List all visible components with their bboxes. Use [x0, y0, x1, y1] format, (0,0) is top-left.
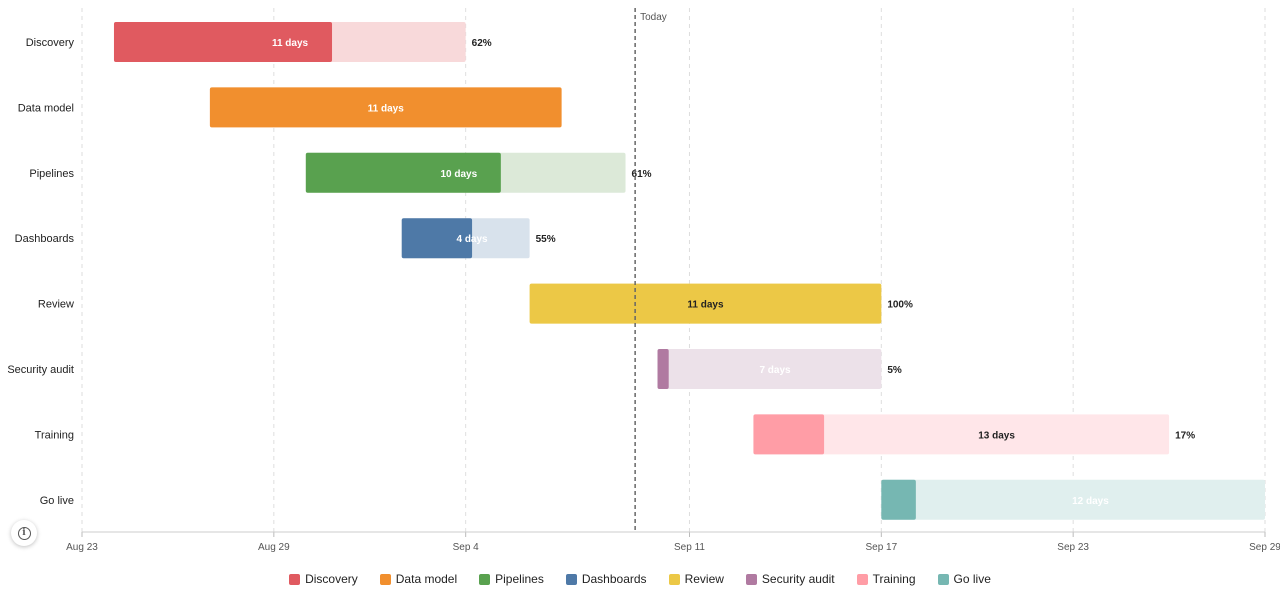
task-bar-progress: [401, 218, 473, 259]
legend-label: Pipelines: [495, 572, 544, 586]
legend-swatch: [668, 573, 680, 585]
legend-label: Dashboards: [581, 572, 647, 586]
legend-swatch: [289, 573, 301, 585]
legend-label: Training: [872, 572, 916, 586]
task-bar-progress: [753, 414, 825, 455]
row-label: Go live: [40, 495, 74, 507]
x-tick-label: Sep 11: [674, 542, 705, 553]
progress-label: 5%: [887, 365, 902, 376]
info-icon: i: [17, 526, 31, 540]
legend: Discovery Data model Pipelines Dashboards Re…: [0, 572, 1280, 586]
task-bar-progress: [113, 22, 333, 62]
duration-label: 10 days: [440, 169, 477, 180]
task-bar-progress: [305, 152, 501, 193]
row-label: Discovery: [26, 37, 75, 49]
today-label: Today: [640, 12, 667, 23]
legend-swatch: [745, 573, 757, 585]
x-tick-label: Sep 4: [453, 542, 480, 553]
row-label: Dashboards: [15, 233, 75, 245]
legend-label: Security audit: [761, 572, 835, 586]
x-tick-label: Sep 17: [865, 542, 897, 553]
legend-label: Discovery: [305, 572, 358, 586]
info-button[interactable]: i: [11, 520, 37, 546]
progress-label: 62%: [472, 38, 492, 49]
legend-item[interactable]: Security audit: [745, 572, 835, 586]
legend-swatch: [379, 573, 391, 585]
legend-label: Data model: [395, 572, 458, 586]
x-tick-label: Sep 23: [1057, 542, 1089, 553]
row-label: Training: [35, 429, 74, 441]
duration-label: 7 days: [759, 365, 791, 376]
duration-label: 13 days: [978, 430, 1015, 441]
task-bar-background: [881, 479, 1265, 520]
task-bar-progress: [881, 479, 916, 520]
legend-swatch: [856, 573, 868, 585]
duration-label: 4 days: [456, 234, 488, 245]
progress-label: 61%: [632, 169, 652, 180]
duration-label: 11 days: [272, 38, 309, 49]
legend-item[interactable]: Discovery: [289, 572, 358, 586]
progress-label: 17%: [1175, 430, 1195, 441]
legend-label: Go live: [953, 572, 991, 586]
row-label: Review: [38, 299, 74, 311]
task-bar-progress: [209, 87, 562, 128]
legend-item[interactable]: Data model: [379, 572, 458, 586]
legend-label: Review: [684, 572, 724, 586]
legend-item[interactable]: Dashboards: [565, 572, 647, 586]
legend-item[interactable]: Pipelines: [479, 572, 544, 586]
row-label: Security audit: [7, 364, 74, 376]
task-bar-background: [657, 349, 882, 389]
task-bar-progress: [529, 283, 882, 324]
x-tick-label: Sep 29: [1249, 542, 1280, 553]
duration-label: 12 days: [1072, 496, 1109, 507]
legend-item[interactable]: Training: [856, 572, 916, 586]
legend-item[interactable]: Go live: [937, 572, 991, 586]
legend-item[interactable]: Review: [668, 572, 724, 586]
x-tick-label: Aug 23: [66, 542, 98, 553]
x-tick-label: Aug 29: [258, 542, 290, 553]
duration-label: 11 days: [687, 300, 724, 311]
duration-label: 11 days: [368, 103, 405, 114]
row-label: Pipelines: [29, 168, 74, 180]
progress-label: 55%: [536, 234, 556, 245]
task-bar-progress: [657, 349, 669, 389]
legend-swatch: [937, 573, 949, 585]
legend-swatch: [479, 573, 491, 585]
gantt-chart: Aug 23 Aug 29 Sep 4 Sep 11 Sep 17 Sep 23 Sep 2…: [7, 8, 1280, 553]
row-label: Data model: [18, 102, 74, 114]
task-bar-background: [753, 414, 1170, 455]
progress-label: 100%: [887, 300, 913, 311]
legend-swatch: [565, 573, 577, 585]
